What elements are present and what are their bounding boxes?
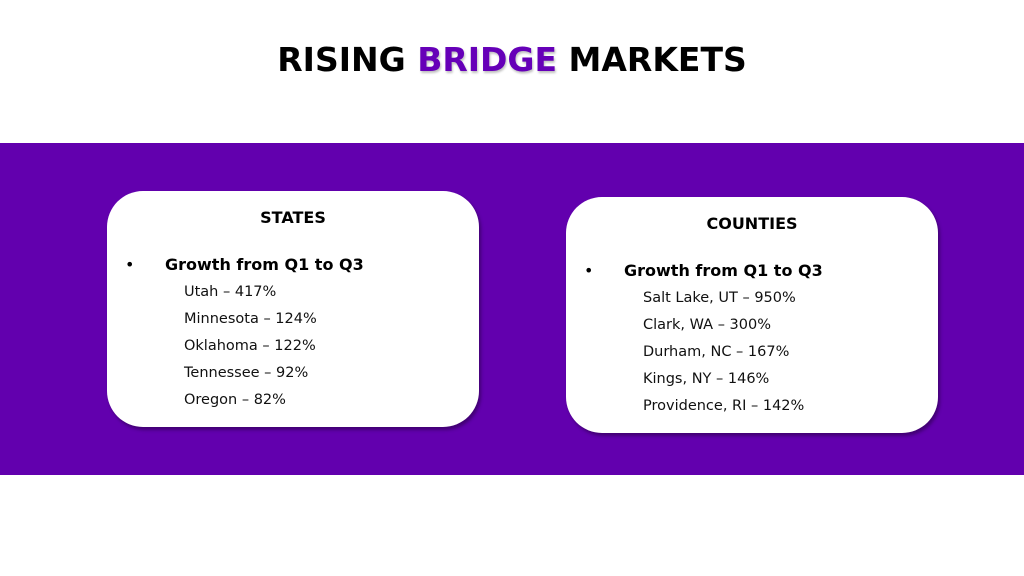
title-part-2: MARKETS — [557, 40, 747, 79]
list-item: Oregon – 82% — [184, 392, 286, 408]
list-item: Salt Lake, UT – 950% — [643, 290, 796, 306]
states-card: STATES • Growth from Q1 to Q3 Utah – 417… — [107, 191, 479, 427]
states-subheading: Growth from Q1 to Q3 — [165, 255, 364, 274]
title-part-1: RISING — [277, 40, 418, 79]
states-list: Utah – 417% Minnesota – 124% Oklahoma – … — [184, 283, 317, 418]
slide-title: RISING BRIDGE MARKETS — [0, 40, 1024, 79]
list-item: Durham, NC – 167% — [643, 344, 790, 360]
counties-heading: COUNTIES — [706, 214, 798, 233]
list-item: Minnesota – 124% — [184, 311, 317, 327]
list-item: Tennessee – 92% — [184, 365, 309, 381]
list-item: Utah – 417% — [184, 284, 277, 300]
list-item: Kings, NY – 146% — [643, 371, 770, 387]
list-item: Clark, WA – 300% — [643, 317, 772, 333]
list-item: Oklahoma – 122% — [184, 338, 316, 354]
counties-list: Salt Lake, UT – 950% Clark, WA – 300% Du… — [643, 289, 804, 424]
list-item: Providence, RI – 142% — [643, 398, 805, 414]
title-accent: BRIDGE — [417, 40, 558, 79]
counties-subheading: Growth from Q1 to Q3 — [624, 261, 823, 280]
bullet-icon: • — [125, 255, 135, 274]
counties-card: COUNTIES • Growth from Q1 to Q3 Salt Lak… — [566, 197, 938, 433]
bullet-icon: • — [584, 261, 594, 280]
states-heading: STATES — [260, 208, 326, 227]
